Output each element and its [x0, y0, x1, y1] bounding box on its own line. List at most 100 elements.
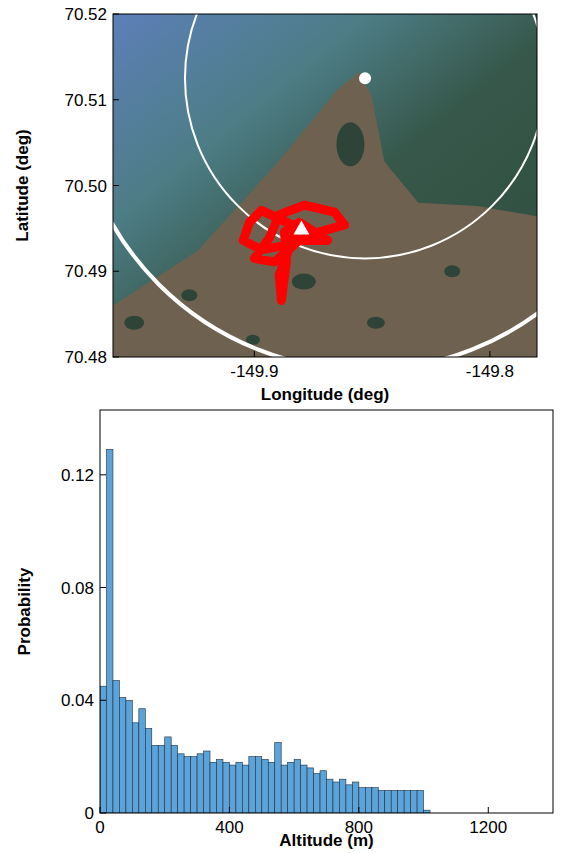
pond — [367, 317, 385, 329]
y-axis-title: Probability — [15, 567, 34, 655]
y-tick — [113, 185, 119, 186]
hist-bar — [106, 449, 112, 813]
hist-bar — [294, 759, 300, 813]
circle-marker — [359, 72, 371, 84]
pond — [292, 274, 316, 290]
y-tick — [100, 813, 106, 814]
hist-bar — [165, 737, 171, 813]
y-tick-label: 0.08 — [61, 579, 94, 598]
y-tick — [113, 357, 119, 358]
range-circle — [185, 14, 537, 258]
hist-bar — [327, 779, 333, 813]
hist-bar — [171, 745, 177, 813]
hist-bar — [113, 681, 119, 813]
hist-bar — [126, 700, 132, 813]
pond — [124, 316, 144, 330]
hist-bar — [404, 790, 410, 813]
hist-bar — [307, 768, 313, 813]
land — [113, 72, 537, 357]
y-tick-label: 70.50 — [64, 177, 107, 196]
hist-bar — [314, 774, 320, 813]
hist-bar — [320, 771, 326, 813]
x-axis-title: Altitude (m) — [279, 831, 373, 850]
hist-bar — [191, 757, 197, 813]
hist-bar — [242, 765, 248, 813]
hist-bar — [378, 790, 384, 813]
y-tick — [113, 99, 119, 100]
bars — [100, 449, 430, 813]
hist-bar — [210, 762, 216, 813]
x-tick — [489, 351, 490, 357]
hist-bar — [158, 745, 164, 813]
hist-bar — [411, 790, 417, 813]
hist-bar — [184, 757, 190, 813]
x-tick — [488, 807, 489, 813]
y-tick — [100, 700, 106, 701]
hist-bar — [288, 762, 294, 813]
x-tick-label: -149.8 — [466, 362, 514, 381]
axes: 0400800120000.040.080.12Altitude (m)Prob… — [15, 410, 553, 850]
hist-bar — [339, 779, 345, 813]
y-tick-label: 70.52 — [64, 5, 107, 24]
map-area — [113, 14, 537, 357]
hist-bar — [119, 697, 125, 813]
y-axis-title: Latitude (deg) — [13, 129, 32, 241]
axes: -149.9 -149.8 70.48 70.49 70.50 70.51 70.52 Lon… — [13, 5, 537, 404]
hist-bar — [216, 759, 222, 813]
hist-bar — [333, 782, 339, 813]
hist-bar — [145, 728, 151, 813]
hist-bar — [223, 762, 229, 813]
y-tick — [100, 587, 106, 588]
hist-bar — [229, 765, 235, 813]
y-tick — [100, 474, 106, 475]
hist-bar — [152, 745, 158, 813]
track — [243, 205, 344, 300]
plot-frame — [100, 410, 553, 813]
y-tick-label: 0 — [85, 804, 94, 823]
hist-bar — [262, 759, 268, 813]
hist-bar — [255, 757, 261, 813]
x-tick — [358, 807, 359, 813]
y-tick-label: 0.12 — [61, 466, 94, 485]
hist-bar — [275, 743, 281, 813]
hist-bar — [301, 765, 307, 813]
hist-bar — [352, 782, 358, 813]
y-tick-label: 0.04 — [61, 691, 94, 710]
hist-bar — [139, 709, 145, 813]
hist-bar — [281, 765, 287, 813]
pond — [336, 122, 364, 166]
x-tick-label: -149.9 — [230, 362, 278, 381]
hist-bar — [417, 790, 423, 813]
hist-bar — [391, 790, 397, 813]
pond — [181, 289, 197, 301]
y-tick-label: 70.48 — [64, 348, 107, 367]
hist-bar — [249, 757, 255, 813]
hist-bar — [132, 723, 138, 813]
x-tick-label: 1200 — [469, 818, 507, 837]
y-tick — [113, 14, 119, 15]
x-tick — [229, 807, 230, 813]
hist-bar — [197, 754, 203, 813]
hist-bar — [178, 754, 184, 813]
x-tick-label: 0 — [95, 818, 104, 837]
hist-bar — [372, 788, 378, 813]
hist-bar — [268, 762, 274, 813]
pond — [444, 265, 460, 277]
range-circle — [113, 14, 537, 357]
triangle-marker — [293, 220, 309, 234]
figure: -149.9 -149.8 70.48 70.49 70.50 70.51 70.52 Lon… — [0, 0, 583, 853]
plot-frame — [113, 14, 537, 357]
hist-bar — [236, 762, 242, 813]
x-axis-title: Longitude (deg) — [261, 385, 389, 404]
y-tick-label: 70.51 — [64, 91, 107, 110]
hist-bar — [398, 790, 404, 813]
hist-bar — [359, 788, 365, 813]
hist-bar — [346, 785, 352, 813]
y-tick — [113, 271, 119, 272]
sea — [113, 14, 537, 357]
x-tick-label: 400 — [215, 818, 243, 837]
y-tick-label: 70.49 — [64, 262, 107, 281]
hist-bar — [385, 790, 391, 813]
hist-bar — [100, 686, 106, 813]
x-tick — [254, 351, 255, 357]
